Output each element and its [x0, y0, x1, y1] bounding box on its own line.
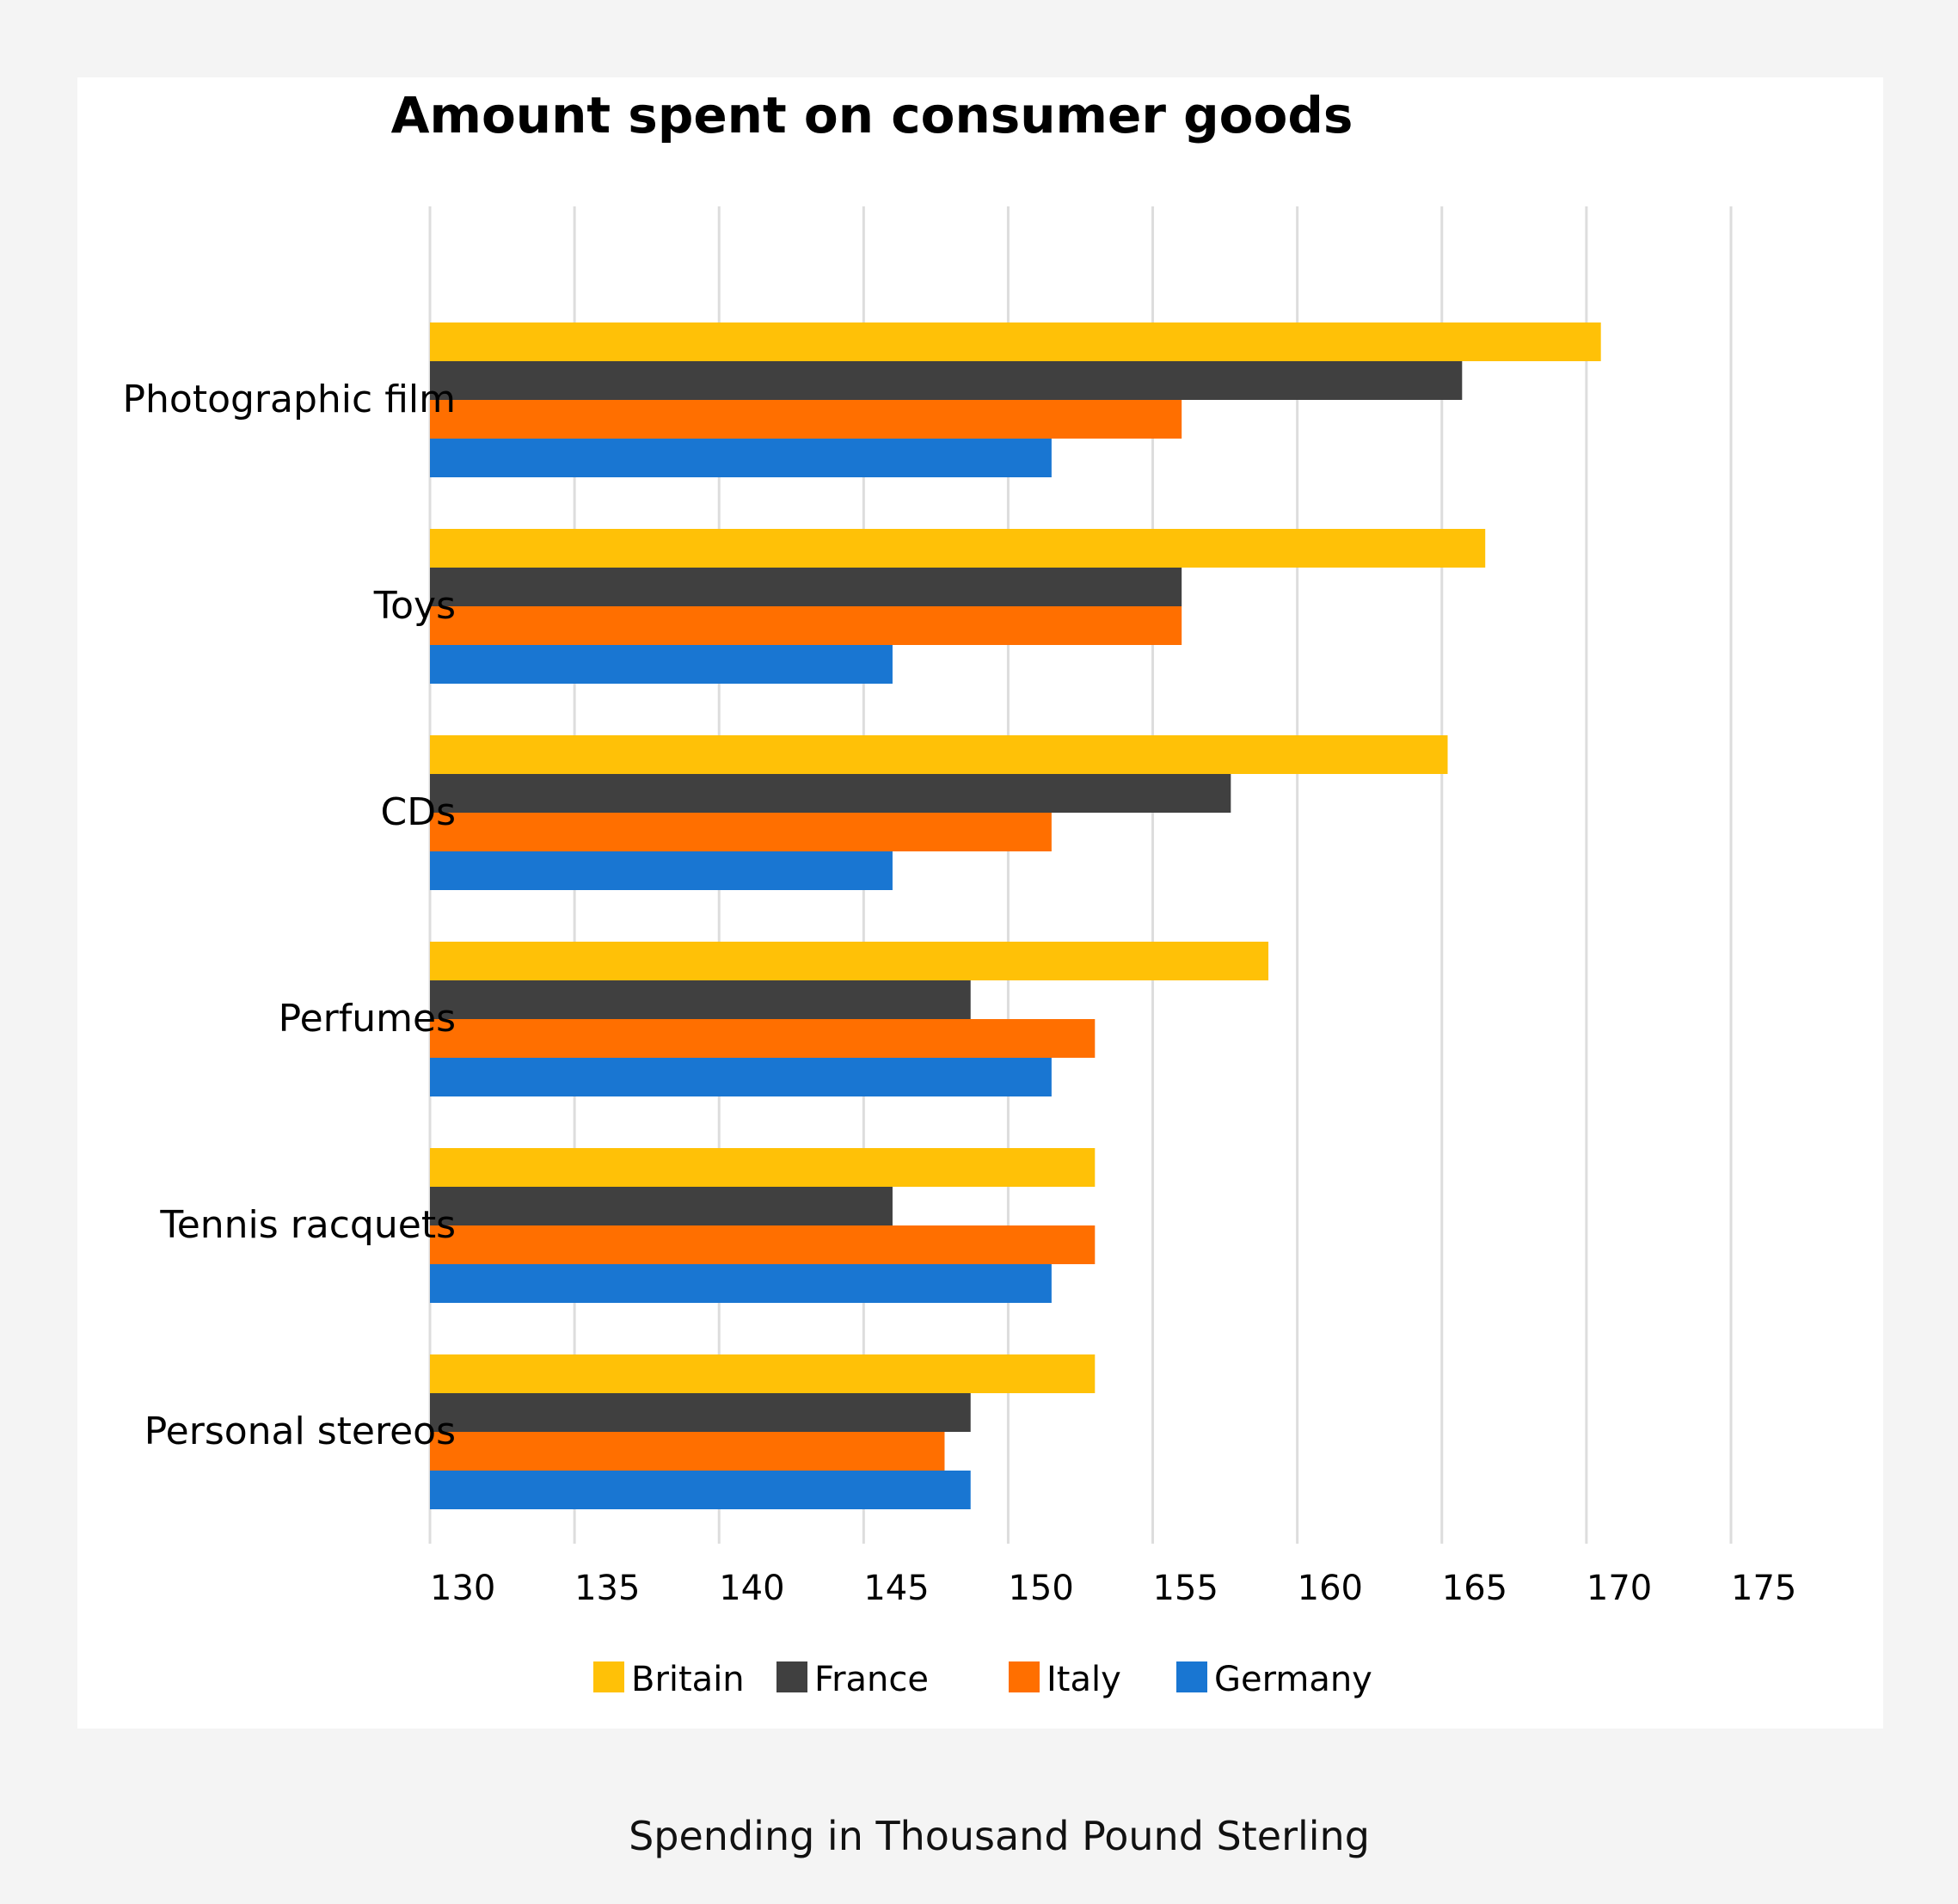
bar-france-1 [430, 568, 1182, 606]
category-label: Tennis racquets [159, 1203, 456, 1247]
x-tick-label: 155 [1153, 1569, 1218, 1608]
bar-italy-4 [430, 1225, 1096, 1264]
x-tick-label: 140 [719, 1569, 784, 1608]
legend-label-britain: Britain [631, 1660, 745, 1699]
bar-britain-0 [430, 322, 1601, 361]
category-label: Personal stereos [144, 1410, 456, 1453]
bar-britain-2 [430, 735, 1448, 774]
legend-swatch-france [776, 1661, 807, 1692]
x-tick-label: 165 [1442, 1569, 1507, 1608]
x-tick-labels: 130 135 140 145 150 155 160 165 170 175 [430, 1569, 1796, 1608]
bar-britain-1 [430, 529, 1486, 568]
legend-label-germany: Germany [1214, 1660, 1372, 1699]
bars [430, 322, 1601, 1509]
bar-italy-3 [430, 1019, 1096, 1058]
chart-plot: Photographic film Toys CDs Perfumes Tennis r… [122, 206, 1796, 1699]
x-tick-label: 175 [1731, 1569, 1796, 1608]
legend-label-italy: Italy [1047, 1660, 1121, 1699]
bar-britain-4 [430, 1148, 1096, 1187]
category-label: Toys [373, 584, 456, 628]
legend-swatch-britain [593, 1661, 624, 1692]
bar-germany-4 [430, 1264, 1052, 1303]
category-label: Photographic film [122, 378, 456, 421]
bar-germany-2 [430, 851, 893, 890]
legend-swatch-germany [1176, 1661, 1207, 1692]
bar-france-3 [430, 980, 971, 1019]
category-labels: Photographic film Toys CDs Perfumes Tennis r… [122, 378, 456, 1453]
bar-britain-5 [430, 1354, 1096, 1393]
bar-italy-5 [430, 1432, 945, 1471]
bar-britain-3 [430, 942, 1269, 980]
chart-panel: Photographic film Toys CDs Perfumes Tennis r… [77, 77, 1883, 1729]
x-tick-label: 170 [1587, 1569, 1652, 1608]
x-tick-label: 130 [430, 1569, 495, 1608]
bar-italy-0 [430, 400, 1182, 439]
bar-germany-5 [430, 1471, 971, 1509]
category-label: Perfumes [279, 997, 456, 1041]
bar-germany-0 [430, 439, 1052, 477]
bar-germany-3 [430, 1058, 1052, 1096]
bar-italy-2 [430, 813, 1052, 851]
bar-germany-1 [430, 645, 893, 684]
legend-label-france: France [814, 1660, 929, 1699]
x-axis-label: Spending in Thousand Pound Sterling [629, 1813, 1370, 1859]
bar-france-0 [430, 361, 1463, 400]
bar-italy-1 [430, 606, 1182, 645]
x-tick-label: 160 [1298, 1569, 1363, 1608]
x-tick-label: 145 [863, 1569, 929, 1608]
bar-france-5 [430, 1393, 971, 1432]
bar-france-4 [430, 1187, 893, 1225]
chart-title: Amount spent on consumer goods [390, 86, 1353, 144]
x-tick-label: 150 [1008, 1569, 1073, 1608]
x-tick-label: 135 [574, 1569, 640, 1608]
bar-france-2 [430, 774, 1231, 813]
legend-swatch-italy [1009, 1661, 1040, 1692]
category-label: CDs [380, 790, 456, 834]
legend: Britain France Italy Germany [593, 1660, 1372, 1699]
